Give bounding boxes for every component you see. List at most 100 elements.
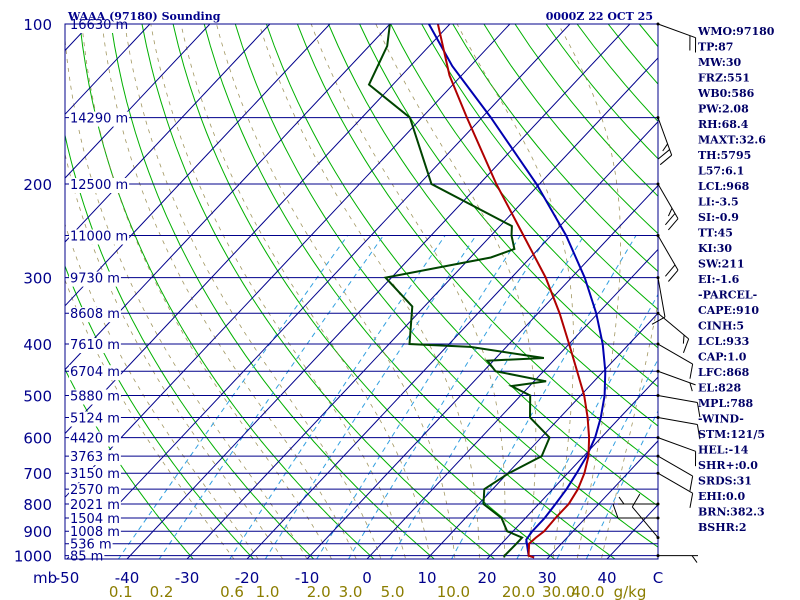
height-label-bg [69, 525, 121, 541]
height-label: 11000 m [70, 230, 128, 245]
height-label-bg [69, 307, 121, 323]
isotherm [65, 24, 271, 243]
barb-feather [664, 213, 676, 226]
barb-base [656, 116, 660, 120]
isotherm [66, 24, 571, 559]
barb-base [656, 182, 660, 186]
height-label: 8608 m [70, 307, 120, 322]
dewpoint-trace [367, 24, 551, 558]
barb-feather [664, 264, 676, 277]
wind-barb [656, 416, 701, 440]
index-entry: EI:-1.6 [698, 273, 740, 286]
barb-base [656, 502, 660, 506]
isotherm [65, 24, 211, 179]
height-label: 7610 m [70, 338, 120, 353]
isotherm [306, 184, 658, 559]
height-label: 3763 m [70, 450, 120, 465]
height-label: 5124 m [70, 412, 120, 427]
height-label: 12500 m [70, 178, 128, 193]
height-label-bg [69, 178, 130, 193]
moist-adiabat [310, 24, 506, 559]
height-label-bg [69, 338, 121, 353]
index-entry: MPL:788 [698, 397, 754, 410]
barb-feather [667, 218, 679, 231]
height-label-bg [69, 467, 121, 483]
isotherm [126, 24, 631, 559]
sounding-profiles [367, 24, 607, 559]
isotherm [246, 121, 658, 559]
pressure-unit-label: mb [33, 569, 57, 587]
index-entry: TP:87 [698, 41, 733, 54]
height-label-bg [69, 411, 121, 427]
pressure-tick-label: 900 [23, 523, 52, 541]
wind-barb [656, 116, 673, 166]
barb-staff [657, 117, 673, 156]
height-label: 1504 m [70, 512, 120, 527]
height-label-bg [69, 229, 130, 245]
mixing-ratio-tick-label: 40.0 [571, 583, 604, 600]
index-entry: LI:-3.5 [698, 196, 739, 209]
pressure-tick-label: 700 [23, 465, 52, 483]
barb-base [656, 471, 660, 475]
wind-barb [656, 234, 679, 282]
wind-barb [631, 493, 660, 540]
moist-adiabat [101, 24, 357, 559]
pressure-tick-label: 100 [23, 16, 52, 34]
index-entry: TH:5795 [698, 149, 751, 162]
index-entry: HEL:-14 [698, 444, 749, 457]
barb-base [656, 311, 660, 315]
temperature-tick-label: -10 [295, 569, 320, 587]
isotherm [486, 376, 658, 559]
height-label-bg [69, 431, 121, 447]
index-entry: -WIND- [698, 413, 744, 426]
wind-barb [612, 503, 660, 520]
wind-barb [656, 369, 696, 392]
wind-barb [656, 436, 697, 467]
index-entry: LCL:933 [698, 335, 749, 348]
height-label-bg [69, 271, 121, 287]
moist-adiabat [557, 24, 621, 559]
pressure-tick-label: 500 [23, 388, 52, 406]
isotherm [366, 248, 658, 559]
mixing-ratio-tick-label: 5.0 [381, 583, 405, 600]
barb-feather [689, 493, 694, 508]
height-label-bg [69, 18, 130, 33]
barb-feather [651, 316, 666, 325]
barb-base [656, 454, 660, 458]
barb-feather [618, 496, 625, 505]
height-label-bg [69, 389, 121, 405]
isotherm [65, 24, 151, 116]
index-entry: MW:30 [698, 56, 741, 69]
wind-barb [656, 471, 694, 508]
temperature-tick-label: 10 [417, 569, 436, 587]
barb-base [656, 436, 660, 440]
barb-staff [657, 437, 696, 452]
barb-base [656, 536, 660, 540]
barb-base [656, 369, 660, 373]
barb-feather [696, 402, 701, 418]
temperature-tick-label: -20 [235, 569, 260, 587]
barb-staff [657, 183, 679, 219]
height-label: 14290 m [70, 112, 128, 127]
index-entry: LFC:868 [698, 366, 750, 379]
index-entry: BSHR:2 [698, 521, 747, 534]
pressure-tick-label: 200 [23, 176, 52, 194]
parcel-trace [427, 24, 607, 559]
moist-adiabat [375, 24, 537, 559]
height-label: 4420 m [70, 432, 120, 447]
moist-adiabat [216, 24, 456, 559]
index-entry: PW:2.08 [698, 103, 749, 116]
height-label-bg [69, 498, 121, 513]
index-entry: EHI:0.0 [698, 490, 745, 503]
pressure-tick-label: 1000 [14, 548, 52, 566]
pressure-tick-label: 800 [23, 496, 52, 514]
height-labels: 16630 m 14290 m 12500 m 11000 m 9730 m 8608 m… [69, 18, 130, 565]
height-label-bg [69, 365, 121, 381]
temperature-tick-label: 20 [477, 569, 496, 587]
height-label: 2570 m [70, 483, 120, 498]
mixing-ratio-unit-label: g/kg [614, 583, 647, 600]
barb-feather [683, 338, 690, 354]
barb-staff [657, 23, 696, 39]
barb-base [656, 234, 660, 238]
wind-barb [656, 22, 697, 53]
